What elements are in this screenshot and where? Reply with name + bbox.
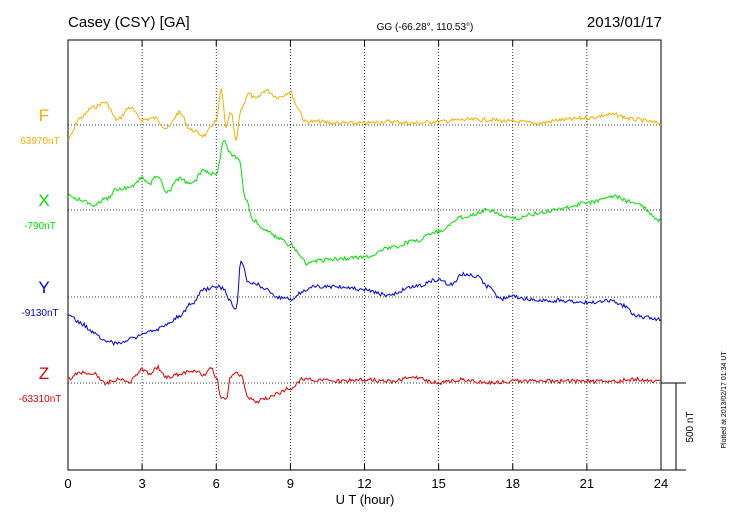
series-baseline-x: -790nT [24, 221, 56, 232]
x-tick-label: 6 [213, 476, 220, 491]
x-tick-label: 18 [506, 476, 520, 491]
series-line-f [67, 88, 662, 141]
x-tick-label: 3 [139, 476, 146, 491]
x-tick-label: 24 [654, 476, 668, 491]
station-coordinates: GG (-66.28°, 110.53°) [377, 22, 474, 33]
scale-bar: 500 nT [661, 382, 696, 471]
plot-footnote: Plotted at 2013/02/17 01:34 UT [721, 351, 728, 449]
series-line-x [67, 140, 662, 267]
x-tick-label: 15 [431, 476, 445, 491]
chart-date: 2013/01/17 [587, 14, 662, 31]
chart-title: Casey (CSY) [GA] [68, 14, 190, 31]
series-name-y: Y [38, 278, 49, 297]
series-name-f: F [39, 106, 49, 125]
scale-bar-label: 500 nT [685, 411, 696, 442]
x-axis-ticks: 0 3 6 9 12 15 18 21 24 [64, 40, 668, 491]
x-tick-label: 0 [64, 476, 71, 491]
series-baseline-f: 63970nT [20, 136, 59, 147]
x-tick-label: 21 [580, 476, 594, 491]
series-name-z: Z [39, 364, 49, 383]
series-labels: F 63970nT X -790nT Y -9130nT Z -63310nT [19, 106, 62, 405]
series-lines [67, 88, 662, 404]
x-tick-label: 9 [287, 476, 294, 491]
x-tick-label: 12 [357, 476, 371, 491]
series-baseline-z: -63310nT [19, 394, 62, 405]
series-baseline-y: -9130nT [21, 308, 58, 319]
series-name-x: X [38, 191, 49, 210]
grid [141, 40, 588, 470]
plot-frame [67, 39, 662, 471]
x-axis-label: U T (hour) [336, 492, 395, 507]
series-line-y [67, 259, 662, 347]
series-line-z [67, 364, 662, 404]
